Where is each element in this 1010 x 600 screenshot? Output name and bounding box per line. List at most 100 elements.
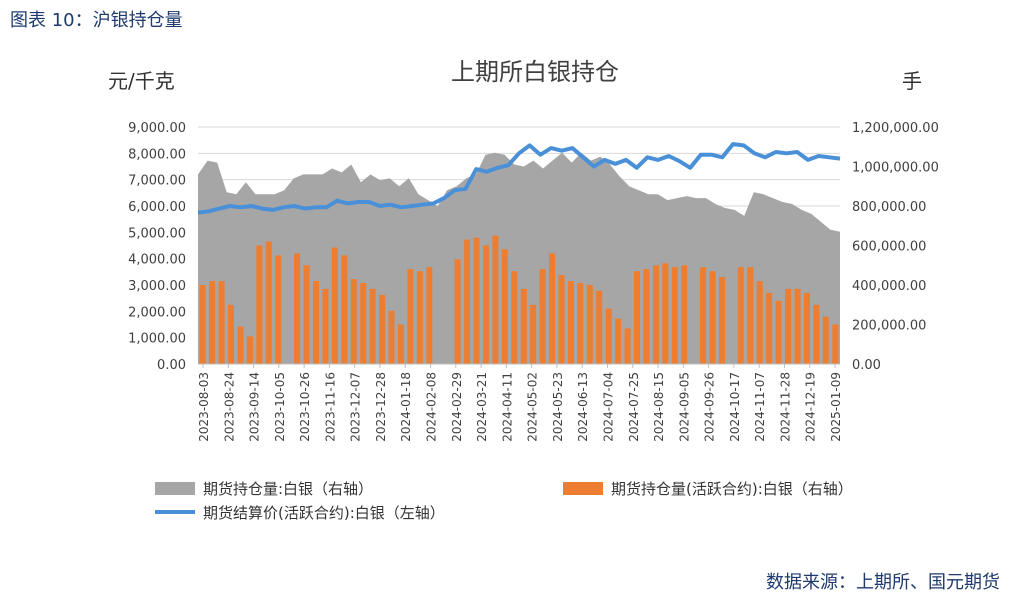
x-tick-label: 2023-09-14 (248, 372, 262, 442)
right-tick-label: 800,000.00 (852, 200, 926, 215)
bar-active-open-interest (454, 259, 461, 364)
bar-active-open-interest (539, 269, 546, 364)
bar-active-open-interest (719, 277, 725, 364)
bar-active-open-interest (369, 288, 376, 364)
bar-active-open-interest (294, 253, 301, 364)
left-tick-label: 3,000.00 (128, 279, 186, 294)
x-tick-label: 2024-01-18 (399, 372, 413, 442)
left-tick-label: 7,000.00 (128, 174, 186, 189)
legend-swatch (155, 482, 195, 495)
right-tick-label: 0.00 (852, 358, 881, 373)
active-contract-open-interest-bars (199, 235, 839, 365)
x-tick-label: 2024-02-08 (425, 372, 439, 442)
bar-active-open-interest (832, 324, 839, 364)
bar-active-open-interest (643, 269, 650, 364)
x-tick-label: 2024-09-05 (677, 372, 691, 442)
left-tick-label: 5,000.00 (128, 226, 186, 241)
legend-swatch (563, 482, 603, 495)
bar-active-open-interest (398, 324, 404, 364)
x-tick-label: 2023-12-07 (349, 372, 363, 442)
bar-active-open-interest (228, 304, 234, 365)
legend-label: 期货结算价(活跃合约):白银（左轴） (203, 504, 445, 522)
left-tick-label: 4,000.00 (128, 253, 186, 268)
x-tick-label: 2024-09-26 (703, 372, 717, 442)
bar-active-open-interest (199, 285, 206, 364)
right-axis-unit: 手 (902, 69, 922, 93)
bar-active-open-interest (813, 304, 820, 365)
bar-active-open-interest (794, 288, 801, 364)
line-settlement-price (197, 142, 841, 215)
bar-active-open-interest (615, 318, 622, 364)
bar-active-open-interest (464, 239, 471, 364)
bar-active-open-interest (558, 275, 565, 364)
bar-active-open-interest (652, 265, 659, 365)
left-tick-label: 6,000.00 (128, 200, 186, 215)
bar-active-open-interest (511, 271, 518, 364)
bar-active-open-interest (322, 288, 329, 364)
bar-active-open-interest (709, 271, 716, 364)
bar-active-open-interest (624, 328, 631, 364)
bar-active-open-interest (313, 281, 319, 364)
bar-active-open-interest (530, 304, 537, 365)
bar-active-open-interest (331, 247, 338, 364)
bar-active-open-interest (209, 281, 216, 364)
x-tick-label: 2023-08-03 (197, 372, 211, 442)
right-tick-label: 1,000,000.00 (852, 161, 939, 176)
right-tick-label: 200,000.00 (852, 319, 926, 334)
bar-active-open-interest (700, 267, 707, 364)
bar-active-open-interest (766, 292, 773, 364)
x-tick-label: 2024-02-29 (450, 372, 464, 442)
bar-active-open-interest (567, 281, 574, 364)
x-tick-label: 2024-07-25 (627, 372, 641, 442)
x-tick-label: 2023-12-28 (374, 372, 388, 442)
left-tick-label: 9,000.00 (128, 121, 186, 136)
chart-container: 0.00 1,000.00 2,000.00 3,000.00 4,000.00 5,00… (0, 30, 1010, 570)
bar-active-open-interest (681, 265, 688, 365)
axes: 0.00 1,000.00 2,000.00 3,000.00 4,000.00 5,00… (128, 121, 939, 442)
bar-active-open-interest (237, 326, 244, 364)
left-tick-label: 0.00 (157, 358, 186, 373)
bar-active-open-interest (634, 271, 640, 364)
bar-active-open-interest (775, 300, 782, 364)
bar-active-open-interest (482, 245, 489, 364)
bar-active-open-interest (605, 308, 612, 364)
silver-open-interest-chart: 0.00 1,000.00 2,000.00 3,000.00 4,000.00 5,00… (108, 58, 939, 522)
x-tick-label: 2025-01-09 (829, 372, 843, 442)
bar-active-open-interest (747, 267, 754, 364)
bar-active-open-interest (341, 255, 348, 364)
bar-active-open-interest (426, 267, 433, 364)
bar-active-open-interest (303, 265, 310, 365)
x-tick-label: 2023-08-24 (222, 372, 236, 442)
bar-active-open-interest (586, 285, 593, 364)
right-tick-label: 1,200,000.00 (852, 121, 939, 136)
bar-active-open-interest (350, 279, 357, 364)
x-tick-label: 2023-11-16 (323, 372, 337, 442)
bar-active-open-interest (416, 271, 423, 364)
bar-active-open-interest (275, 255, 282, 364)
bar-active-open-interest (379, 294, 386, 364)
bar-active-open-interest (756, 281, 763, 364)
data-source: 数据来源：上期所、国元期货 (766, 572, 1000, 593)
bar-active-open-interest (473, 237, 480, 364)
x-tick-label: 2024-04-11 (500, 372, 514, 442)
bar-active-open-interest (803, 292, 810, 364)
x-tick-label: 2024-07-04 (601, 372, 615, 442)
left-tick-label: 8,000.00 (128, 147, 186, 162)
chart-title: 上期所白银持仓 (451, 58, 619, 86)
total-open-interest-area-layer (198, 152, 840, 364)
x-tick-label: 2024-12-19 (804, 372, 818, 442)
bar-active-open-interest (596, 290, 603, 364)
bar-active-open-interest (407, 269, 414, 364)
area-total-open-interest (198, 152, 840, 364)
bar-active-open-interest (520, 288, 527, 364)
bar-active-open-interest (492, 235, 499, 364)
bar-active-open-interest (360, 283, 367, 364)
x-tick-label: 2024-08-15 (652, 372, 666, 442)
right-tick-label: 600,000.00 (852, 240, 926, 255)
bar-active-open-interest (737, 267, 744, 364)
legend: 期货持仓量:白银（右轴） 期货持仓量(活跃合约):白银（右轴） 期货结算价(活跃合约… (155, 480, 853, 522)
bar-active-open-interest (265, 241, 272, 364)
x-tick-label: 2024-05-02 (526, 372, 540, 442)
x-tick-label: 2024-11-07 (753, 372, 767, 442)
x-tick-label: 2024-10-17 (728, 372, 742, 442)
